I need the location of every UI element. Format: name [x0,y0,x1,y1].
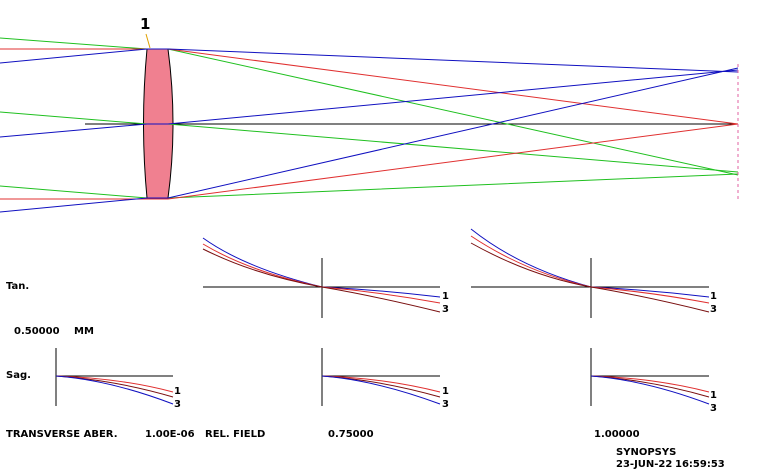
aber-value: 1.00E-06 [145,429,195,440]
rel-field-label: REL. FIELD [205,429,265,440]
sag-plot-field-0 [55,348,174,406]
date-label: 23-JUN-22 [616,459,672,470]
sag-plot-field-0.75 [321,348,441,406]
scale-unit: MM [74,326,94,337]
transverse-aber-label: TRANSVERSE ABER. [6,429,118,440]
sag-label: Sag. [6,370,31,381]
curve-label-3: 3 [442,399,449,410]
curve-label-1: 1 [442,386,449,397]
surface-label: 1 [140,15,150,33]
curve-label-3: 3 [710,304,717,315]
curve-label-3: 3 [710,403,717,414]
curve-label-1: 1 [710,390,717,401]
scale-value: 0.50000 [14,326,60,337]
field-value-1.0: 1.00000 [594,429,640,440]
blue-rays [0,48,739,213]
tan-label: Tan. [6,281,29,292]
time-label: 16:59:53 [675,459,725,470]
brand-label: SYNOPSYS [616,447,676,458]
sag-plot-field-1.0 [590,348,710,406]
green-rays [0,37,739,199]
curve-label-1: 1 [174,386,181,397]
curve-label-3: 3 [174,399,181,410]
tan-plot-field-1.0 [470,228,710,318]
curve-label-3: 3 [442,304,449,315]
curve-label-1: 1 [710,291,717,302]
surface-leader [145,33,151,49]
tan-plot-field-0.75 [202,237,441,318]
field-value-0.75: 0.75000 [328,429,374,440]
curve-label-1: 1 [442,291,449,302]
